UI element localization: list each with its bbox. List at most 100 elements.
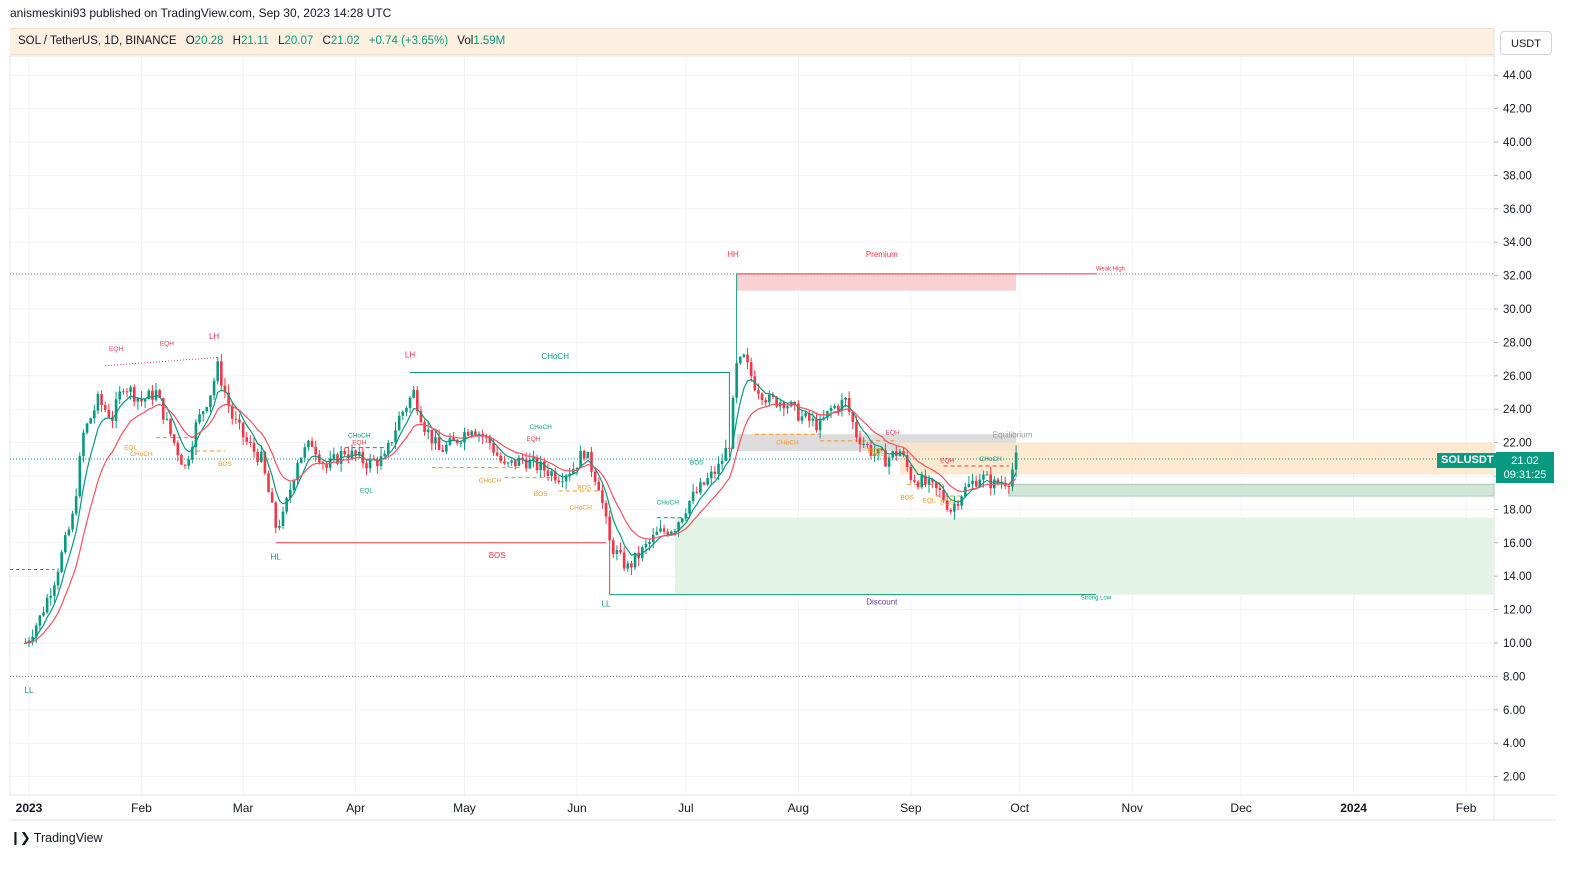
candle-body (680, 518, 684, 523)
candle-body (884, 450, 887, 467)
candle-body (720, 460, 724, 464)
candle-body (238, 419, 241, 423)
candle-body (437, 437, 441, 450)
candle-body (401, 411, 405, 416)
candle-body (866, 444, 869, 446)
candle-body (942, 489, 945, 501)
candle-body (230, 405, 234, 419)
candle-body (107, 409, 111, 418)
candle-body (252, 443, 256, 452)
choch-label: CHoCH (979, 456, 1002, 463)
candle-body (183, 464, 187, 466)
symbol-legend: SOL / TetherUS, 1D, BINANCE O20.28 H21.1… (10, 28, 1494, 55)
candle-body (797, 403, 800, 421)
bos-label: BOS (940, 499, 954, 506)
candle-body (405, 407, 408, 412)
candle-body (575, 467, 579, 470)
candle-body (379, 456, 383, 467)
candle-body (760, 393, 764, 400)
legend-open: 20.28 (194, 35, 224, 47)
y-tick-label: 18.00 (1503, 504, 1532, 516)
candle-body (974, 480, 978, 487)
candle-body (93, 410, 96, 419)
candle-body (920, 475, 924, 488)
bos-label: BOS (218, 461, 232, 468)
candle-body (430, 429, 434, 444)
ema-slow-line (25, 403, 1017, 644)
candle-body (608, 516, 611, 541)
equilibrium-label: Equilibrium (993, 431, 1033, 440)
candle-body (56, 571, 60, 586)
eqh-line (105, 356, 218, 367)
candle-body (815, 418, 818, 431)
candle-body (470, 431, 474, 436)
candle-body (953, 503, 956, 512)
candle-body (619, 550, 622, 553)
candle-body (495, 452, 499, 456)
candle-body (477, 433, 481, 436)
candle-body (212, 380, 216, 396)
lh-label: LH (405, 350, 415, 359)
candle-body (452, 437, 455, 440)
candle-body (836, 406, 840, 411)
candle-body (949, 509, 953, 512)
ema-fast-line (25, 378, 1017, 644)
candle-body (572, 469, 575, 474)
candle-body (543, 461, 546, 471)
candle-body (561, 481, 564, 483)
legend-high-label: H (232, 35, 241, 47)
ob-zone (1008, 483, 1495, 497)
candle-body (103, 405, 107, 410)
legend-close: 21.02 (330, 35, 360, 47)
candle-body (484, 436, 488, 438)
candle-body (296, 463, 299, 481)
candle-body (662, 528, 666, 532)
y-tick-label: 14.00 (1503, 571, 1532, 583)
candle-body (216, 361, 220, 381)
candle-body (586, 451, 590, 459)
x-tick-label: Feb (1456, 801, 1477, 815)
tradingview-logo[interactable]: ❙❯ TradingView (10, 830, 103, 846)
candle-body (709, 471, 713, 479)
candle-body (426, 429, 430, 433)
candle-body (524, 459, 528, 469)
y-tick-label: 12.00 (1503, 605, 1532, 617)
candle-body (633, 552, 637, 568)
candle-body (738, 356, 742, 364)
candle-body (996, 479, 1000, 484)
candle-body (158, 390, 161, 398)
x-tick-label: Apr (346, 801, 365, 815)
candle-body (818, 419, 822, 431)
currency-button[interactable]: USDT (1500, 31, 1552, 55)
candle-body (172, 434, 176, 443)
candle-body (909, 466, 913, 480)
candle-body (132, 387, 136, 402)
candle-body (659, 528, 662, 532)
published-info: anismeskini93 published on TradingView.c… (10, 6, 392, 20)
candle-body (597, 481, 601, 491)
candle-body (503, 461, 506, 464)
candle-body (699, 482, 702, 493)
eqh-label: EQH (940, 458, 954, 465)
candle-body (521, 457, 524, 460)
candle-body (684, 513, 688, 519)
choch-label: CHoCH (529, 424, 552, 431)
candle-body (386, 443, 390, 454)
candle-body (677, 522, 680, 532)
candle-body (535, 457, 539, 471)
candle-body (354, 450, 357, 456)
candle-body (768, 394, 771, 403)
candle-body (303, 447, 307, 458)
candle-body (963, 487, 967, 497)
candle-body (85, 423, 89, 433)
x-tick-label: Aug (788, 801, 809, 815)
tradingview-brand: TradingView (33, 831, 103, 845)
y-tick-label: 28.00 (1503, 337, 1532, 349)
candle-body (590, 451, 593, 472)
candle-body (147, 390, 151, 400)
eqh-label: EQH (352, 439, 366, 446)
x-tick-label: Sep (900, 801, 922, 815)
candle-body (42, 612, 45, 616)
candle-body (169, 418, 172, 435)
